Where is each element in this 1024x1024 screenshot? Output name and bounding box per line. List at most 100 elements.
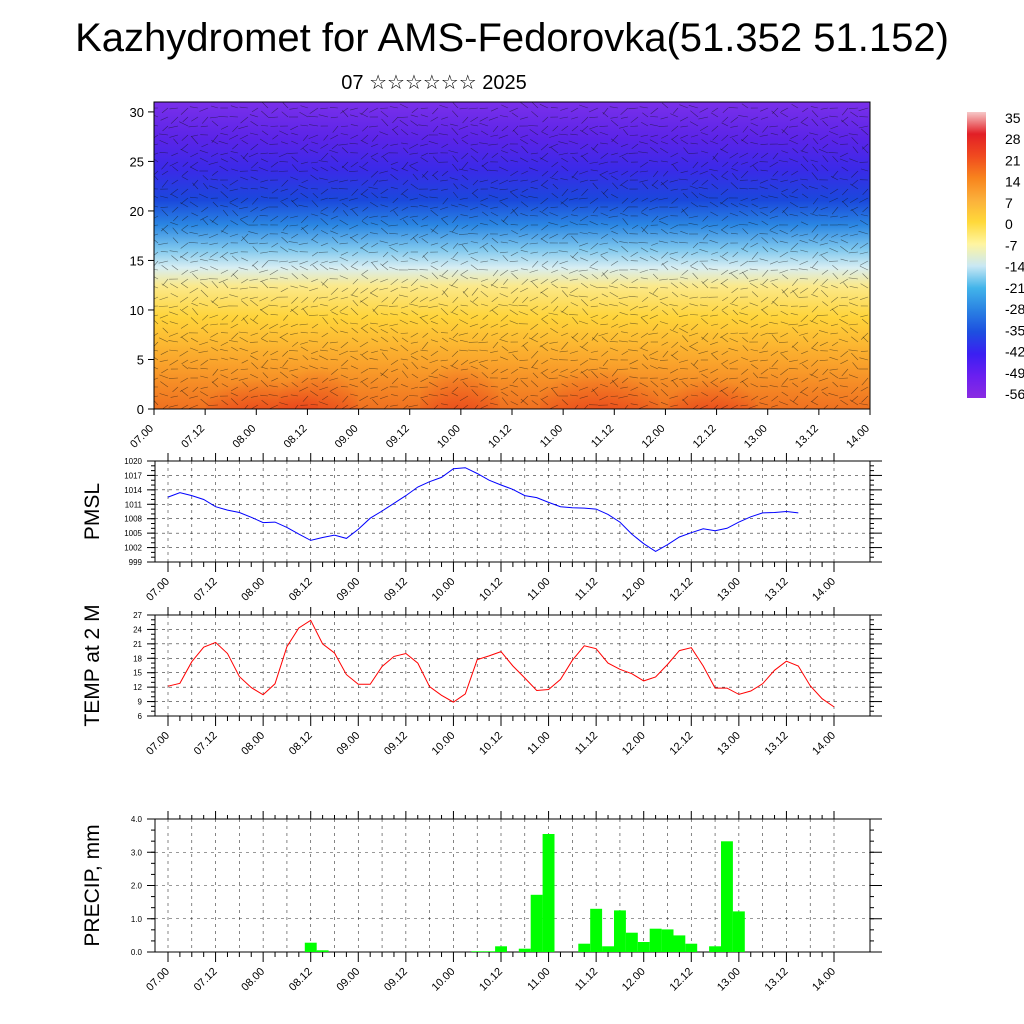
wind-barb	[550, 386, 559, 389]
wind-barb	[490, 386, 499, 388]
wind-barb	[302, 147, 309, 154]
colorbar-label: 21	[1005, 152, 1021, 168]
wind-barb	[431, 327, 439, 334]
wind-barb	[579, 273, 589, 280]
wind-barb	[351, 188, 359, 196]
x-tick-label: 10.00	[435, 423, 463, 451]
wind-barb	[781, 193, 789, 199]
wind-barb	[579, 248, 589, 253]
wind-barb	[412, 219, 419, 226]
wind-barb	[220, 191, 229, 199]
wind-barb	[411, 361, 419, 370]
x-tick-label: 10.00	[430, 576, 458, 604]
wind-barb	[571, 383, 579, 388]
wind-barb	[589, 284, 599, 289]
wind-barb	[828, 197, 839, 203]
wind-barb	[691, 251, 699, 256]
wind-barb	[610, 403, 619, 406]
wind-barb	[818, 148, 829, 154]
wind-barb	[309, 287, 319, 292]
wind-barb	[410, 350, 419, 355]
wind-barb	[320, 304, 329, 307]
wind-barb	[420, 143, 429, 147]
wind-barb	[330, 326, 339, 334]
wind-barb	[592, 388, 599, 397]
wind-barb	[671, 291, 679, 298]
wind-barb	[340, 330, 349, 334]
wind-barb	[501, 397, 509, 406]
wind-barb	[812, 332, 819, 339]
wind-barb	[191, 224, 199, 228]
wind-barb	[861, 143, 869, 150]
wind-barb	[790, 134, 799, 139]
wind-barb	[731, 395, 739, 399]
wind-barb	[430, 350, 439, 357]
wind-barb	[391, 377, 399, 385]
wind-barb	[799, 260, 809, 265]
wind-barb	[282, 350, 289, 357]
wind-barb	[220, 125, 229, 130]
wind-barb	[759, 395, 769, 400]
wind-barb	[370, 170, 379, 178]
wind-barb	[259, 269, 269, 273]
wind-barb	[460, 214, 469, 217]
y-tick-label: 15	[133, 669, 142, 678]
wind-barb	[350, 107, 359, 111]
x-tick-label: 07.12	[192, 576, 220, 604]
wind-barb	[300, 341, 309, 345]
wind-barb	[750, 349, 759, 352]
wind-barb	[460, 368, 469, 371]
wind-barb	[631, 197, 639, 203]
wind-barb	[822, 301, 829, 307]
wind-barb	[390, 327, 399, 334]
wind-barb	[154, 341, 159, 347]
wind-barb	[660, 116, 669, 120]
wind-barb	[501, 391, 509, 397]
wind-barb	[608, 170, 619, 175]
wind-barb	[431, 260, 439, 264]
wind-barb	[590, 260, 599, 267]
wind-barb	[481, 164, 489, 172]
wind-barb	[760, 107, 769, 112]
wind-barb	[661, 332, 669, 339]
wind-barb	[609, 341, 619, 343]
wind-barb	[260, 379, 269, 388]
wind-barb	[330, 166, 339, 172]
x-tick-label: 07.00	[144, 966, 172, 994]
wind-barb	[389, 232, 399, 235]
wind-barb	[401, 312, 409, 316]
wind-barb	[290, 125, 299, 131]
wind-barb	[288, 241, 299, 244]
wind-barb	[640, 226, 649, 235]
wind-barb	[309, 124, 319, 127]
wind-barb	[590, 305, 599, 308]
wind-barb	[159, 359, 169, 362]
wind-barb	[462, 381, 469, 388]
wind-barb	[500, 201, 509, 208]
wind-barb	[812, 251, 819, 259]
wind-barb	[451, 359, 459, 367]
wind-barb	[612, 182, 619, 190]
wind-barb	[801, 143, 809, 152]
wind-barb	[561, 125, 569, 131]
wind-barb	[840, 359, 849, 365]
wind-barb	[371, 338, 379, 343]
wind-barb	[849, 399, 859, 406]
wind-barb	[248, 286, 259, 289]
x-tick-label: 08.00	[239, 730, 267, 758]
wind-barb	[241, 300, 249, 307]
wind-barb	[300, 224, 309, 231]
wind-barb	[811, 314, 819, 322]
wind-barb	[490, 359, 499, 362]
wind-barb	[420, 377, 429, 382]
colorbar-label: -56	[1005, 386, 1024, 402]
wind-barb	[491, 368, 499, 375]
wind-barb	[291, 164, 299, 172]
wind-barb	[738, 115, 749, 118]
wind-barb	[391, 255, 399, 262]
wind-barb	[802, 107, 809, 113]
wind-barb	[808, 186, 819, 190]
wind-barb	[808, 239, 819, 244]
wind-barb	[650, 134, 659, 138]
wind-barb	[638, 404, 649, 409]
